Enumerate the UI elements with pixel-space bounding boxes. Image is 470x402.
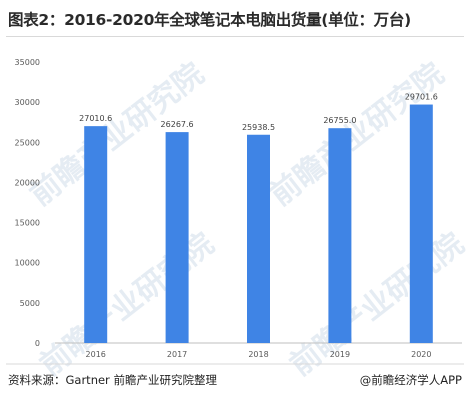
bar-value-label: 27010.6 [79, 114, 112, 123]
bar [84, 126, 108, 344]
x-tick-label: 2020 [411, 350, 431, 359]
bar-value-label: 26267.6 [161, 120, 194, 129]
y-tick-label: 15000 [15, 219, 40, 228]
x-tick-label: 2017 [167, 350, 187, 359]
app-credit: @前瞻经济学人APP [359, 373, 462, 387]
y-tick-label: 35000 [15, 58, 40, 67]
bar-value-label: 26755.0 [323, 116, 356, 125]
bar [247, 134, 270, 343]
x-tick-label: 2018 [248, 350, 268, 359]
source-note: 资料来源：Gartner 前瞻产业研究院整理 [8, 373, 217, 387]
y-tick-label: 25000 [15, 138, 40, 147]
chart-title: 图表2：2016-2020年全球笔记本电脑出货量(单位：万台) [8, 11, 411, 29]
bar [328, 128, 352, 343]
y-tick-label: 0 [35, 339, 40, 348]
x-tick-label: 2019 [330, 350, 350, 359]
title-divider [6, 36, 464, 37]
x-tick-label: 2016 [86, 350, 106, 359]
y-tick-label: 5000 [20, 299, 40, 308]
bar [165, 132, 189, 343]
y-tick-label: 10000 [15, 259, 40, 268]
bar-value-label: 25938.5 [242, 123, 275, 132]
bar [409, 104, 433, 344]
y-tick-label: 20000 [15, 178, 40, 187]
y-tick-label: 30000 [15, 98, 40, 107]
bar-value-label: 29701.6 [405, 93, 438, 102]
